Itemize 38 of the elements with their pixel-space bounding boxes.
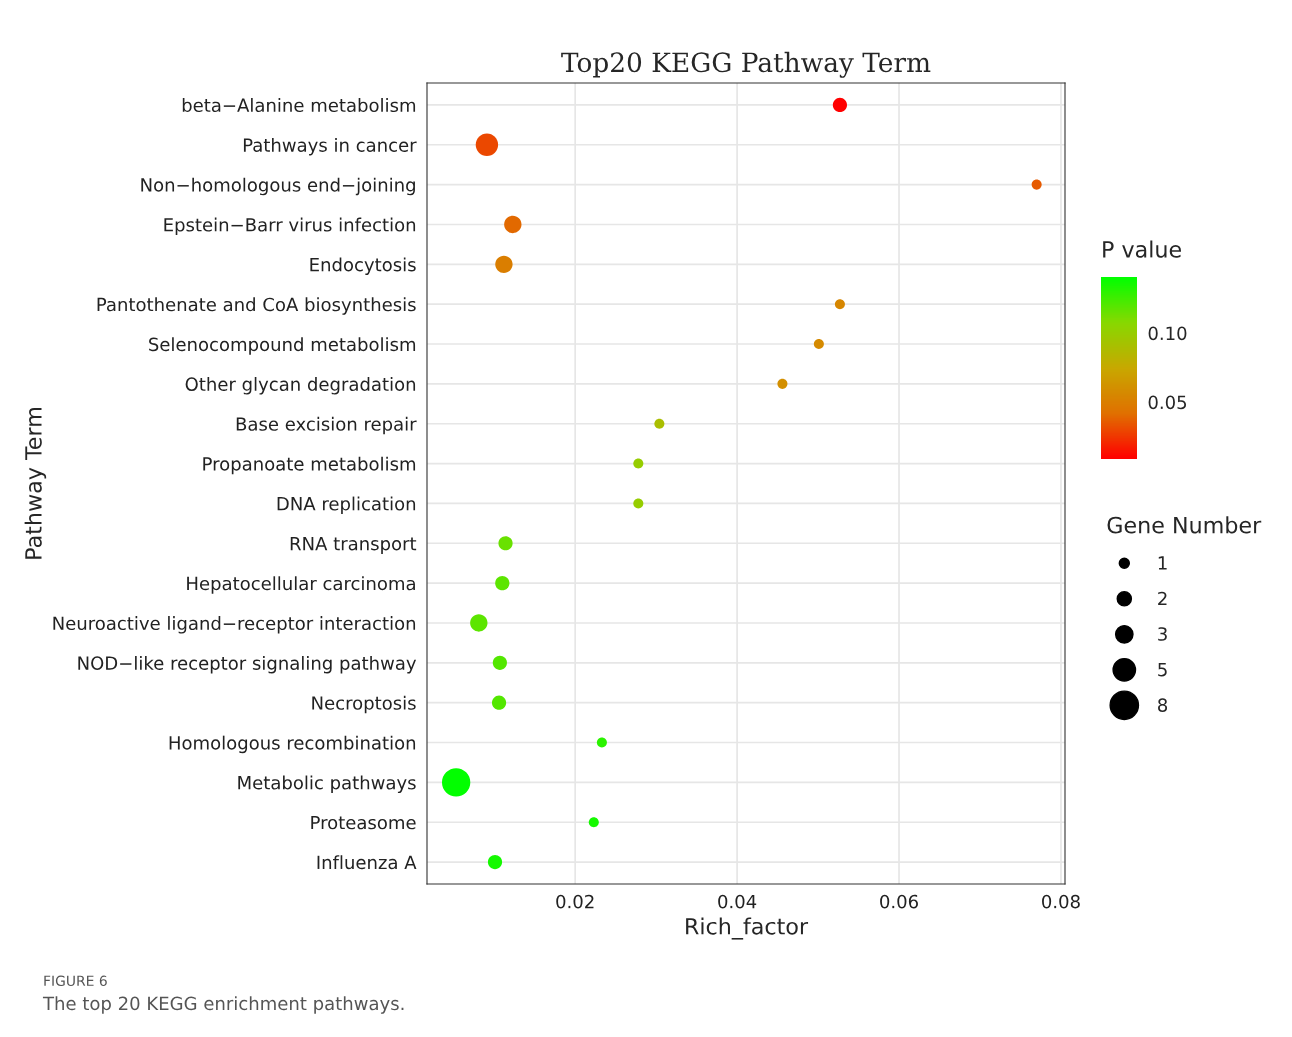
legend-label: 2 xyxy=(1158,591,1167,606)
y-tick-label: Homologous recombination xyxy=(169,735,416,754)
y-tick-label: DNA replication xyxy=(277,496,416,515)
y-tick-label: Pantothenate and CoA biosynthesis xyxy=(97,297,416,315)
x-tick-label: 0.04 xyxy=(718,894,757,909)
y-tick-label: RNA transport xyxy=(290,536,417,554)
y-tick-label: Proteasome xyxy=(311,815,416,830)
y-tick-label: Hepatocellular carcinoma xyxy=(187,576,415,594)
color-bar-title: P value xyxy=(1103,240,1181,258)
color-bar-label: 0.10 xyxy=(1148,326,1187,341)
x-tick-label: 0.08 xyxy=(1042,894,1080,909)
y-tick-label: Propanoate metabolism xyxy=(203,456,416,475)
legend-title: Gene Number xyxy=(1107,516,1262,534)
y-tick-label: Metabolic pathways xyxy=(238,775,416,793)
caption: FIGURE 6 xyxy=(44,975,107,987)
y-axis-title: Pathway Term xyxy=(24,408,47,559)
legend-label: 1 xyxy=(1158,556,1167,570)
y-tick-label: Base excision repair xyxy=(236,416,417,435)
x-tick-label: 0.06 xyxy=(880,894,918,909)
y-tick-label: beta−Alanine metabolism xyxy=(182,98,416,113)
legend-label: 5 xyxy=(1158,662,1167,677)
y-tick-label: Necroptosis xyxy=(312,695,416,714)
y-tick-label: Endocytosis xyxy=(310,257,416,275)
text: The top 20 KEGG enrichment pathways. xyxy=(42,996,404,1014)
x-tick-label: 0.02 xyxy=(556,894,594,909)
chart-title: Top20 KEGG Pathway Term xyxy=(561,51,931,78)
legend-label: 3 xyxy=(1158,627,1167,641)
legend-label: 8 xyxy=(1158,698,1168,712)
x-axis-title: Rich_factor xyxy=(686,917,809,940)
y-tick-label: NOD−like receptor signaling pathway xyxy=(78,655,417,674)
y-tick-label: Neuroactive ligand−receptor interaction xyxy=(53,616,416,634)
y-tick-label: Selenocompound metabolism xyxy=(149,337,416,355)
color-bar-label: 0.05 xyxy=(1148,395,1187,410)
y-tick-label: Pathways in cancer xyxy=(243,137,417,156)
y-tick-label: Other glycan degradation xyxy=(185,377,416,395)
y-tick-label: Epstein−Barr virus infection xyxy=(164,217,416,236)
y-tick-label: Influenza A xyxy=(317,855,417,870)
y-tick-label: Non−homologous end−joining xyxy=(141,177,415,196)
